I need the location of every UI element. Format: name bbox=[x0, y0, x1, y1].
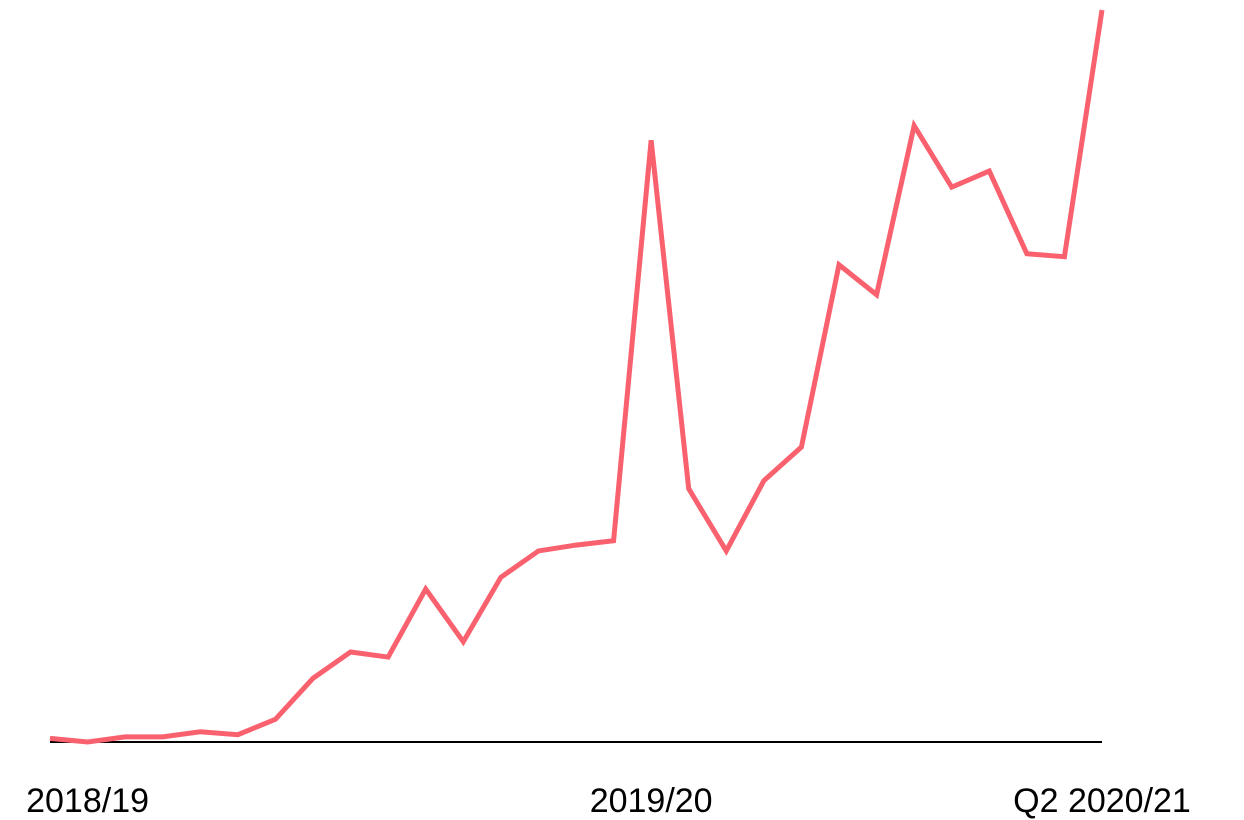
x-tick-label: 2019/20 bbox=[590, 782, 713, 820]
x-tick-label: Q2 2020/21 bbox=[1013, 782, 1191, 820]
x-tick-label: 2018/19 bbox=[26, 782, 149, 820]
line-series bbox=[49, 9, 1105, 745]
